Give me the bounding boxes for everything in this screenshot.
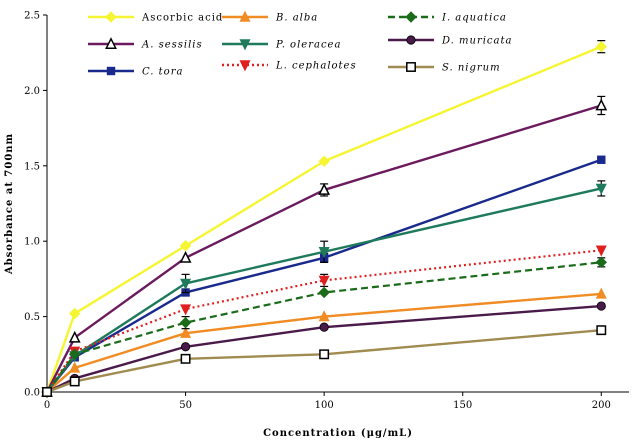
- legend-marker: [106, 66, 116, 76]
- legend-label: B. alba: [275, 13, 318, 24]
- legend-entry-a-sessilis: A. sessilis: [88, 37, 203, 51]
- data-point: [179, 316, 192, 329]
- data-point: [595, 245, 607, 257]
- data-point: [596, 301, 606, 311]
- series-line: [46, 292, 602, 393]
- legend: Ascorbic acid A. sessilis C. tora B. alba P.…: [88, 10, 512, 78]
- legend-entry-i-aquatica: I. aquatica: [388, 11, 507, 24]
- data-point: [595, 287, 607, 299]
- data-point: [595, 256, 607, 269]
- data-point: [318, 247, 330, 259]
- data-point: [180, 342, 191, 352]
- y-tick-label: 0.5: [24, 312, 40, 323]
- data-point: [319, 322, 329, 332]
- series-group: [41, 40, 608, 399]
- axes-group: 0.0 0.5 1.0 1.5 2.0 2.5 0 50 100 150 200: [24, 11, 629, 411]
- data-point: [318, 155, 330, 167]
- data-point: [319, 349, 330, 360]
- series-b-alba: [41, 287, 607, 397]
- data-point: [180, 304, 192, 316]
- legend-marker: [239, 39, 251, 51]
- y-tick-label: 1.5: [24, 161, 40, 172]
- legend-entry-ascorbic-acid: Ascorbic acid: [88, 11, 223, 24]
- legend-marker: [406, 35, 416, 45]
- legend-entry-s-nigrum: S. nigrum: [388, 62, 501, 74]
- x-tick-label: 100: [315, 400, 334, 411]
- data-point: [595, 183, 607, 195]
- data-point: [596, 325, 607, 336]
- series-ascorbic-acid: [41, 40, 607, 398]
- series-line: [46, 261, 602, 393]
- y-tick-label: 0.0: [24, 388, 40, 399]
- legend-label: I. aquatica: [441, 13, 507, 24]
- legend-label: S. nigrum: [442, 63, 501, 74]
- legend-marker: [405, 11, 417, 23]
- data-point: [595, 40, 607, 53]
- y-tick-label: 2.5: [24, 11, 40, 22]
- data-point: [318, 275, 330, 287]
- x-tick-label: 50: [179, 400, 192, 411]
- legend-marker: [105, 37, 117, 49]
- legend-marker: [105, 11, 117, 23]
- legend-entry-d-muricata: D. muricata: [388, 35, 512, 47]
- legend-entry-b-alba: B. alba: [222, 10, 318, 24]
- data-point: [179, 240, 192, 252]
- data-point: [42, 387, 52, 397]
- data-point: [68, 330, 81, 343]
- legend-marker: [406, 62, 416, 72]
- legend-marker: [239, 10, 251, 22]
- data-point: [318, 310, 330, 322]
- legend-label: D. muricata: [441, 36, 512, 47]
- data-point: [318, 183, 331, 195]
- legend-label: A. sessilis: [141, 40, 203, 51]
- data-point: [180, 278, 192, 290]
- series-line: [45, 45, 602, 393]
- data-point: [597, 155, 606, 164]
- data-point: [318, 286, 330, 299]
- legend-entry-l-cephalotes: L. cephalotes: [222, 60, 357, 72]
- x-tick-label: 200: [592, 400, 611, 411]
- y-tick-label: 2.0: [24, 86, 40, 97]
- legend-marker: [239, 60, 251, 72]
- x-axis-title: Concentration (μg/mL): [263, 428, 413, 439]
- legend-label: C. tora: [142, 67, 183, 78]
- x-tick-label: 0: [44, 400, 50, 411]
- data-point: [179, 250, 192, 263]
- series-s-nigrum: [42, 325, 607, 397]
- legend-label: P. oleracea: [275, 40, 341, 51]
- data-point: [180, 326, 192, 338]
- legend-label: L. cephalotes: [275, 61, 357, 72]
- legend-entry-c-tora: C. tora: [88, 66, 183, 78]
- legend-entry-p-oleracea: P. oleracea: [222, 39, 341, 51]
- y-axis-title: Absorbance at 700nm: [4, 133, 15, 275]
- x-tick-label: 150: [453, 400, 472, 411]
- data-point: [69, 307, 81, 320]
- data-point: [69, 361, 81, 373]
- legend-label: Ascorbic acid: [141, 13, 223, 24]
- data-point: [180, 353, 191, 364]
- data-point: [69, 348, 81, 361]
- data-point: [69, 376, 80, 387]
- data-point: [595, 98, 608, 111]
- y-tick-label: 1.0: [24, 237, 40, 248]
